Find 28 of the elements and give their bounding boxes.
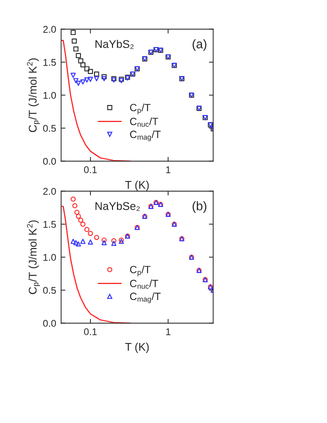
y-tick-label: 0.5 [43, 286, 56, 294]
legend-label: C$_{nuc}$/T [130, 280, 158, 289]
x-tick-label: 1 [166, 328, 170, 336]
x-axis-title: T (K) [125, 180, 149, 191]
y-axis-title: C$_{p}$/T (J/mol K$^{2}$) [26, 220, 40, 294]
y-axis-title: C$_{p}$/T (J/mol K$^{2}$) [26, 58, 40, 132]
annotation: NaYbSe₂ [96, 202, 140, 211]
annotation: (b) [192, 201, 206, 213]
y-tick-label: 1.5 [44, 221, 56, 228]
y-tick-label: 1.0 [44, 254, 56, 261]
y-tick-label: 2.0 [43, 26, 56, 33]
x-tick-label: 0.1 [84, 166, 97, 174]
y-tick-label: 1.0 [44, 92, 56, 99]
x-axis-title: T (K) [125, 342, 149, 354]
annotation: NaYbS₂ [96, 40, 134, 49]
legend-label: C$_{mag}$/T [130, 292, 161, 304]
legend-label: C$_{p}$/T [130, 104, 150, 114]
y-tick-label: 0.0 [43, 320, 56, 327]
legend-label: C$_{p}$/T [130, 266, 150, 276]
y-tick-label: 0.5 [43, 124, 56, 132]
y-tick-label: 0.0 [43, 158, 56, 165]
y-tick-label: 1.5 [44, 59, 56, 66]
x-tick-label: 0.1 [84, 328, 97, 336]
legend-label: C$_{mag}$/T [130, 130, 161, 142]
annotation: (a) [192, 39, 206, 51]
legend-label: C$_{nuc}$/T [130, 118, 158, 127]
x-tick-label: 1 [166, 166, 170, 174]
y-tick-label: 2.0 [43, 188, 56, 195]
